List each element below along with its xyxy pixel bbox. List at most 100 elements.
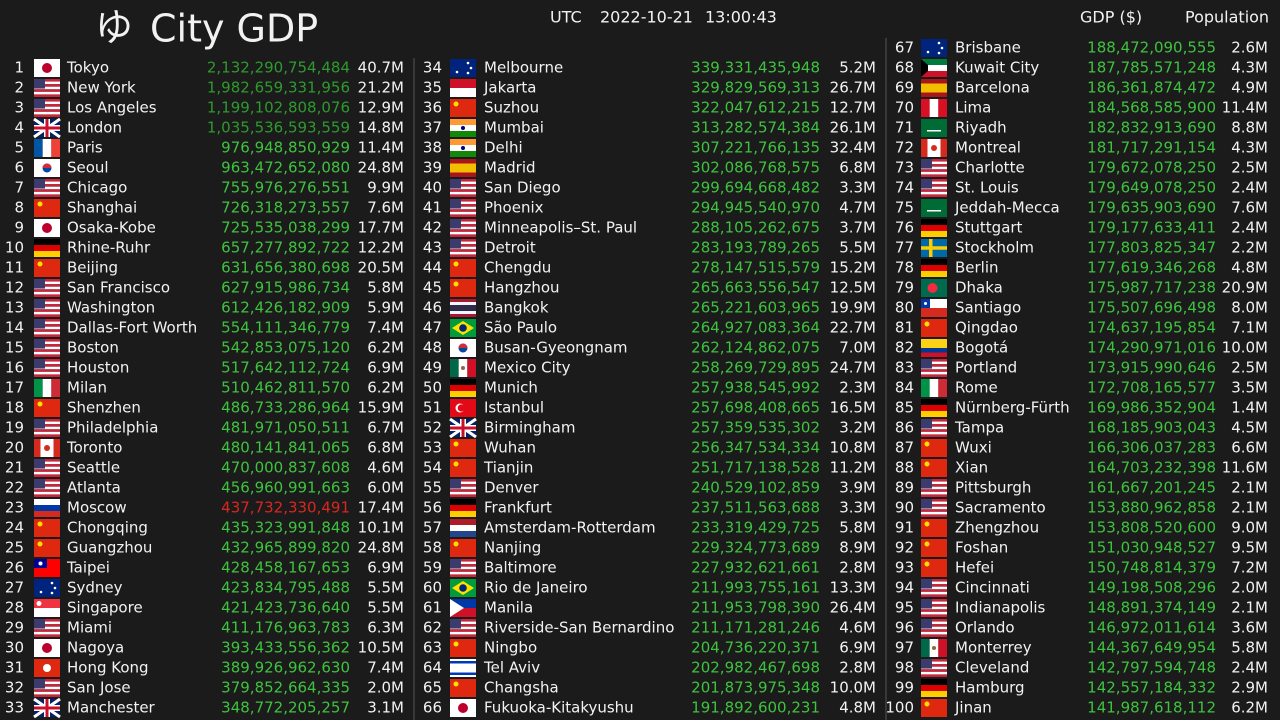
flag — [921, 599, 947, 617]
rank: 85 — [895, 399, 914, 417]
rank: 93 — [895, 559, 914, 577]
population-value: 11.6M — [1222, 459, 1268, 477]
flag — [34, 559, 60, 577]
city-name: Ningbo — [484, 639, 537, 657]
flag — [921, 399, 947, 417]
gdp-value: 201,873,975,348 — [691, 679, 820, 697]
population-value: 24.8M — [358, 539, 404, 557]
rank: 12 — [5, 279, 24, 297]
rank: 30 — [5, 639, 24, 657]
city-name: Sydney — [67, 579, 123, 597]
gdp-value: 379,852,664,335 — [221, 679, 350, 697]
flag — [450, 599, 476, 617]
city-name: Fukuoka-Kitakyushu — [484, 699, 634, 717]
rank: 58 — [423, 539, 442, 557]
flag — [33, 117, 61, 139]
city-name: Riyadh — [955, 119, 1007, 137]
logo: ゆ — [95, 6, 133, 50]
city-name: Changsha — [484, 679, 559, 697]
population-value: 13.3M — [830, 579, 876, 597]
flag — [921, 419, 947, 437]
rank: 98 — [895, 659, 914, 677]
city-name: Houston — [67, 359, 129, 377]
gdp-value: 1,982,659,331,956 — [207, 79, 350, 97]
population-value: 3.6M — [1231, 619, 1268, 637]
flag — [450, 479, 476, 497]
city-name: Tokyo — [66, 59, 109, 77]
rank: 21 — [5, 459, 24, 477]
city-name: Cincinnati — [955, 579, 1030, 597]
city-name: Madrid — [484, 159, 536, 177]
flag — [450, 259, 476, 277]
flag — [921, 39, 947, 57]
city-name: Manchester — [67, 699, 156, 717]
population-value: 2.5M — [1231, 159, 1268, 177]
flag — [450, 559, 476, 577]
population-value: 12.5M — [830, 279, 876, 297]
gdp-header: GDP ($) — [1080, 8, 1142, 27]
flag — [450, 319, 476, 337]
gdp-value: 726,318,273,557 — [221, 199, 350, 217]
population-value: 4.3M — [1231, 59, 1268, 77]
city-name: Delhi — [484, 139, 523, 157]
population-value: 9.0M — [1231, 519, 1268, 537]
rank: 56 — [423, 499, 442, 517]
population-value: 2.1M — [1231, 479, 1268, 497]
city-name: Santiago — [955, 299, 1021, 317]
gdp-value: 481,971,050,511 — [221, 419, 350, 437]
rank: 63 — [423, 639, 442, 657]
gdp-value: 166,306,037,283 — [1087, 439, 1216, 457]
city-name: Osaka-Kobe — [67, 219, 156, 237]
rank: 52 — [423, 419, 442, 437]
city-name: Tel Aviv — [483, 659, 540, 677]
flag — [921, 479, 947, 497]
gdp-value: 278,147,515,579 — [691, 259, 820, 277]
rank: 70 — [895, 99, 914, 117]
population-value: 3.3M — [839, 499, 876, 517]
city-name: Pittsburgh — [955, 479, 1031, 497]
rank: 37 — [423, 119, 442, 137]
city-name: Wuxi — [955, 439, 992, 457]
flag — [921, 619, 947, 637]
gdp-value: 177,803,825,347 — [1087, 239, 1216, 257]
rank: 60 — [423, 579, 442, 597]
gdp-value: 510,462,811,570 — [221, 379, 350, 397]
city-name: Nanjing — [484, 539, 541, 557]
population-value: 9.5M — [1231, 539, 1268, 557]
gdp-value: 211,993,755,161 — [691, 579, 820, 597]
flag — [921, 519, 947, 537]
flag — [450, 439, 476, 457]
gdp-value: 299,694,668,482 — [691, 179, 820, 197]
city-name: Indianapolis — [955, 599, 1046, 617]
population-value: 7.1M — [1231, 319, 1268, 337]
rank: 65 — [423, 679, 442, 697]
population-value: 10.8M — [830, 439, 876, 457]
gdp-value: 211,953,798,390 — [691, 599, 820, 617]
rank: 5 — [14, 139, 24, 157]
population-value: 3.5M — [1231, 379, 1268, 397]
flag — [921, 579, 947, 597]
population-value: 6.2M — [367, 339, 404, 357]
city-name: Kuwait City — [955, 59, 1039, 77]
city-name: Rio de Janeiro — [484, 579, 588, 597]
flag — [450, 359, 476, 377]
gdp-value: 186,361,874,472 — [1087, 79, 1216, 97]
population-value: 10.5M — [358, 639, 404, 657]
city-name: San Francisco — [67, 279, 170, 297]
city-name: Denver — [484, 479, 539, 497]
gdp-value: 262,124,862,075 — [691, 339, 820, 357]
app-title: City GDP — [150, 7, 318, 51]
gdp-value: 294,945,540,970 — [691, 199, 820, 217]
gdp-value: 168,185,903,043 — [1087, 419, 1216, 437]
rank: 26 — [5, 559, 24, 577]
population-value: 2.4M — [1231, 179, 1268, 197]
rank: 35 — [423, 79, 442, 97]
rank: 22 — [5, 479, 24, 497]
rank: 74 — [895, 179, 914, 197]
rank: 27 — [5, 579, 24, 597]
population-value: 12.2M — [358, 239, 404, 257]
flag — [921, 219, 947, 237]
gdp-value: 164,703,232,398 — [1087, 459, 1216, 477]
city-name: Suzhou — [484, 99, 539, 117]
